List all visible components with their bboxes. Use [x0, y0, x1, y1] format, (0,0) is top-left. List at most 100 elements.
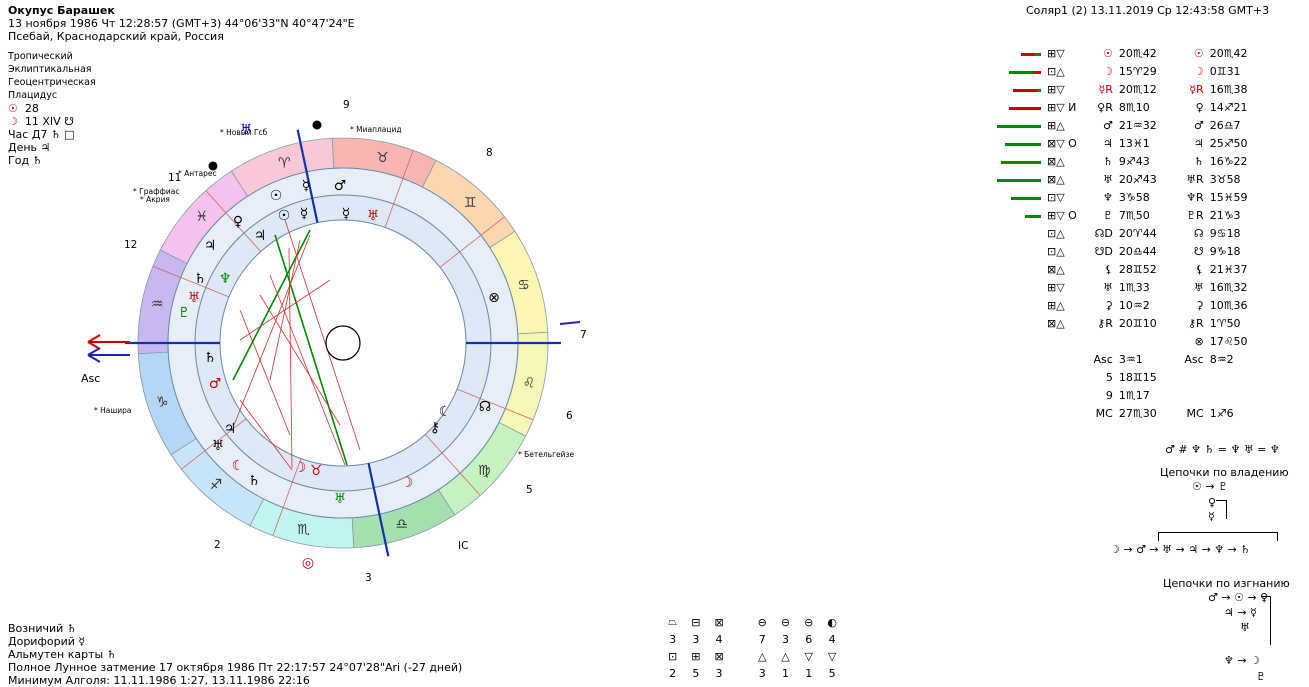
planet-row: ⊡▽ ♆ 3♑58 ♆R 15♓59	[990, 188, 1251, 206]
stat-value: 2	[669, 667, 677, 680]
stat-value: 1	[805, 667, 813, 680]
planet-glyph: ♃	[224, 421, 237, 437]
planet-glyph: ♀	[233, 214, 243, 230]
exile-col-2: ♆ → ☽	[1224, 654, 1260, 667]
solar-symbol: ⚳	[1195, 298, 1204, 312]
aspect-line	[269, 239, 301, 381]
fixed-star-label: * Акрия	[140, 195, 170, 204]
house-cusp-line	[425, 434, 481, 496]
dignity-bar	[997, 124, 1041, 128]
planet-row: ⊠△ ⚸ 28♊52 ⚸ 21♓37	[990, 260, 1251, 278]
solar-position: 16♏32	[1209, 280, 1248, 294]
house-cusp-line	[272, 458, 302, 536]
dignity-bars	[990, 296, 1044, 314]
aspect-marks	[1044, 404, 1080, 422]
aspect-line	[239, 399, 293, 471]
aspect-marks: ⊞▽	[1047, 82, 1065, 96]
natal-symbol: ♅	[1102, 280, 1113, 294]
planet-glyph: ☽	[401, 475, 414, 491]
dignity-bars	[990, 224, 1044, 242]
planet-glyph: ◎	[302, 555, 314, 571]
planet-row: ⊠△ ♅ 20♐43 ♅R 3♉58	[990, 170, 1251, 188]
planet-glyph: ♅	[334, 491, 347, 507]
aspect-marks: ⊞△	[1047, 298, 1065, 312]
solar-symbol: ♂	[1193, 118, 1204, 132]
stat-symbol: ▽	[827, 650, 837, 663]
dignity-bars	[990, 98, 1044, 116]
stat-symbol: ⏢	[668, 615, 678, 628]
dignity-bar	[1013, 88, 1037, 92]
lunar-moon-day: ☽ 11 XIV ☋	[8, 115, 74, 128]
planet-glyph: ♅	[367, 208, 380, 224]
chain-formula: ♂ # ♆ ♄ = ♆ ♅ = ♆	[1165, 443, 1280, 456]
planet-glyph: ☿	[342, 206, 351, 222]
birth-date-line: 13 ноября 1986 Чт 12:28:57 (GMT+3) 44°06…	[8, 17, 355, 30]
solar-symbol: ♃	[1193, 136, 1204, 150]
exile-col-1: ♅	[1240, 621, 1250, 634]
doryphory-line: Дорифорий ☿	[8, 635, 86, 648]
natal-symbol: ☽	[1102, 64, 1113, 78]
dignity-bars	[990, 404, 1044, 422]
planet-row: ⊞△ ♂ 21♒32 ♂ 26♎7	[990, 116, 1251, 134]
solar-position: 15♓59	[1209, 190, 1248, 204]
dignity-bars	[990, 242, 1044, 260]
aspect-marks: ⊞▽ О	[1047, 208, 1077, 222]
dignity-bars	[990, 260, 1044, 278]
natal-position: 20♐43	[1118, 172, 1157, 186]
solar-position: 1♐6	[1209, 406, 1234, 420]
natal-symbol: ⚷R	[1097, 316, 1113, 330]
fixed-star-label: * Нашира	[94, 406, 131, 415]
planet-glyph: ☿	[302, 178, 311, 194]
aspect-marks: ⊞△	[1047, 118, 1065, 132]
stat-value: 1	[781, 667, 789, 680]
dignity-bars	[990, 332, 1044, 350]
dignity-bar	[1021, 52, 1035, 56]
solar-position: 21♑3	[1209, 208, 1241, 222]
zodiac-sign-glyph: ♐	[210, 477, 223, 493]
dignity-bars	[990, 44, 1044, 62]
aspect-marks: ⊡▽	[1047, 190, 1065, 204]
house-number-label: 6	[566, 410, 573, 422]
solar-position: 0♊31	[1209, 64, 1241, 78]
planet-row: ⊠△ ♄ 9♐43 ♄ 16♑22	[990, 152, 1251, 170]
dignity-bar	[1011, 196, 1041, 200]
zodiac-sign-glyph: ♏	[297, 522, 310, 538]
house-cusps	[125, 129, 561, 557]
fixed-star-marker	[312, 120, 322, 130]
zodiac-sign-glyph: ♓	[196, 209, 209, 225]
lunar-sun-day: ☉ 28	[8, 102, 39, 115]
center-circle	[325, 325, 361, 361]
dignity-bar	[997, 178, 1041, 182]
planet-glyph: ☊	[479, 399, 491, 415]
stat-value: 3	[669, 633, 677, 646]
year-ruler: Год ♄	[8, 154, 43, 167]
solar-symbol: ⊗	[1194, 334, 1204, 348]
rulership-top: ☉ → ♇	[1192, 480, 1228, 493]
stat-symbol: △	[758, 650, 767, 663]
house-number-label: IC	[458, 540, 468, 552]
dignity-bar	[1009, 106, 1041, 110]
aspect-marks	[1044, 350, 1080, 368]
solar-position: 9♑18	[1209, 244, 1241, 258]
house-cusp-line	[152, 265, 230, 298]
solar-symbol	[1160, 386, 1207, 404]
natal-position: 21♒32	[1118, 118, 1157, 132]
planet-glyph: ☽	[294, 460, 307, 476]
solar-symbol: ☉	[1193, 46, 1204, 60]
solar-position: 16♑22	[1209, 154, 1248, 168]
solar-position: 8♒2	[1209, 352, 1234, 366]
planet-glyph: ⚷	[430, 420, 440, 436]
natal-position: 3♑58	[1118, 190, 1150, 204]
solar-position: 9♋18	[1209, 226, 1241, 240]
planet-row: Asc 3♒1 Asc 8♒2	[990, 350, 1251, 368]
planet-row: ⊞△ ⚳ 10♒2 ⚳ 10♏36	[990, 296, 1251, 314]
stats-table: ⏢ ⊟ ⊠ ⊖ ⊖ ⊖ ◐ 3 3 4 7 3 6 4 ⊡ ⊞ ⊠ △ △ ▽ ▽ 2 5 3 3 1 1 5	[660, 612, 845, 683]
stat-value: 5	[828, 667, 836, 680]
dignity-bars	[990, 134, 1044, 152]
solar-symbol: ♄	[1193, 154, 1204, 168]
rulership-title: Цепочки по владению	[1160, 466, 1289, 479]
natal-position: 20♏12	[1118, 82, 1157, 96]
dignity-bars	[990, 350, 1044, 368]
natal-symbol: ♀R	[1097, 100, 1113, 114]
planet-glyph: ♆	[219, 271, 232, 287]
